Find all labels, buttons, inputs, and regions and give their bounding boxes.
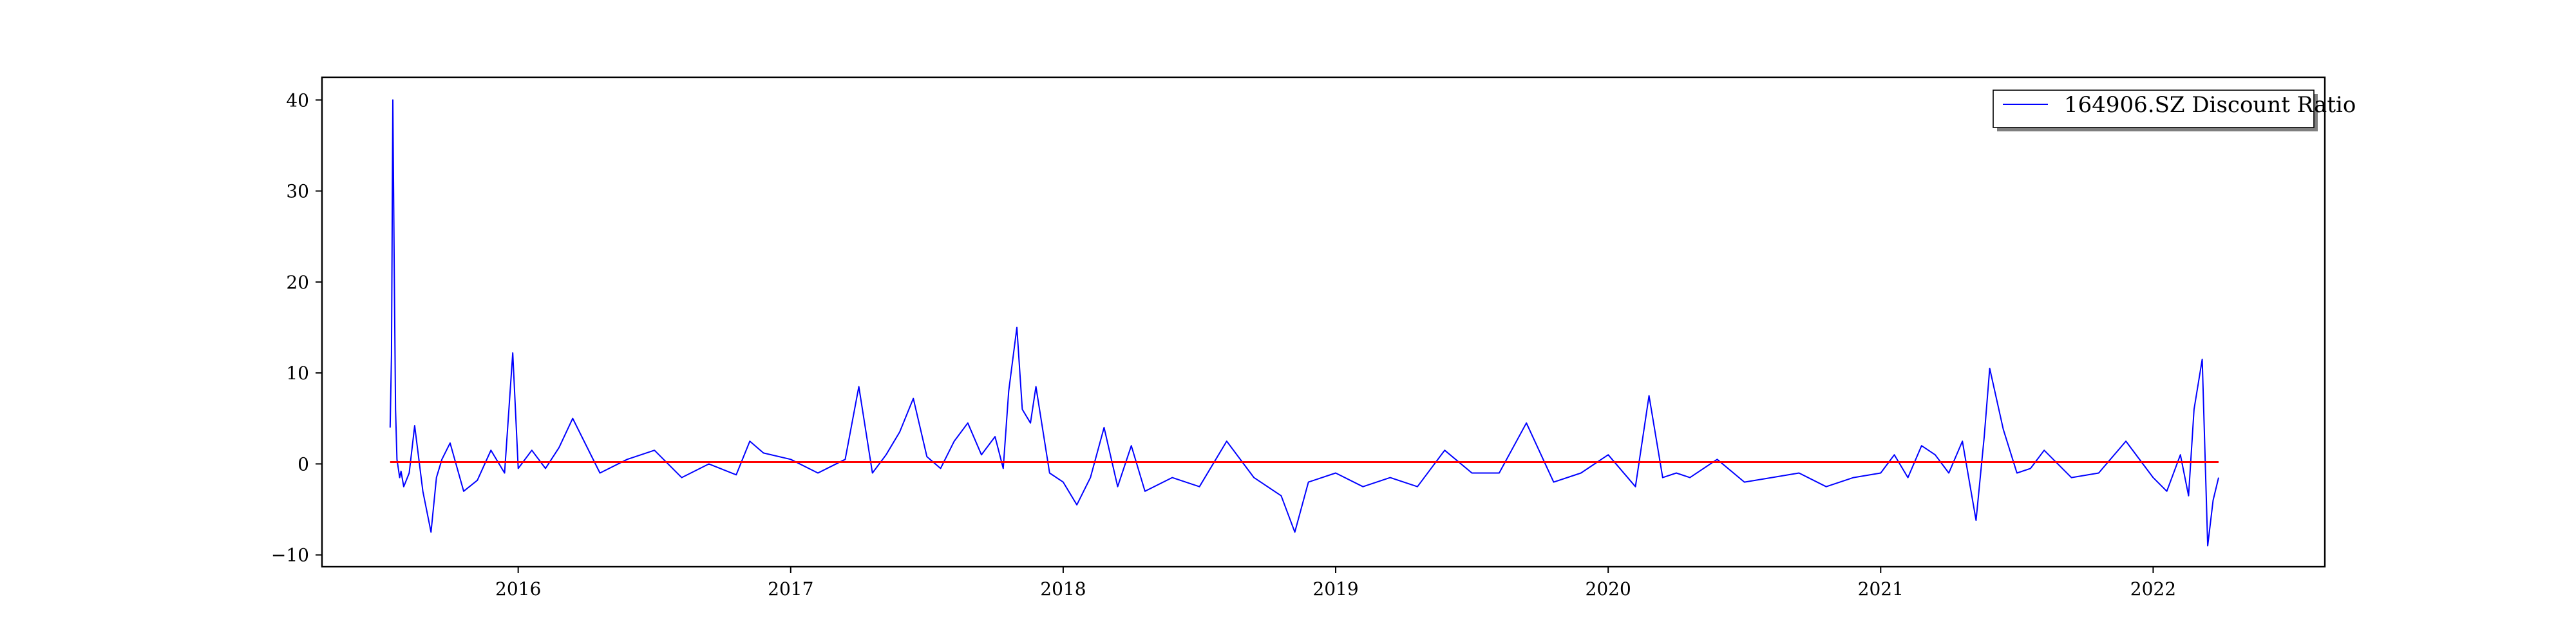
axis-ticks: 2016 2017 2018 2019 2020 2021 2022 −10 0 10 20 30 40 [271, 90, 2176, 600]
y-tick-label: 0 [298, 453, 309, 475]
legend-entry-label: 164906.SZ Discount Ratio [2064, 92, 2356, 118]
x-tick-label: 2019 [1312, 578, 1358, 600]
x-tick-label: 2017 [768, 578, 813, 600]
x-tick-label: 2022 [2130, 578, 2176, 600]
y-tick-label: −10 [271, 545, 309, 566]
y-tick-label: 20 [286, 272, 309, 293]
y-tick-label: 10 [286, 363, 309, 384]
legend: 164906.SZ Discount Ratio [1993, 90, 2356, 131]
y-tick-label: 40 [286, 90, 309, 111]
axes-frame [321, 76, 2326, 568]
x-tick-label: 2016 [495, 578, 541, 600]
x-tick-label: 2021 [1858, 578, 1904, 600]
y-tick-label: 30 [286, 181, 309, 202]
legend-box [1993, 90, 2315, 128]
x-tick-label: 2018 [1040, 578, 1086, 600]
x-tick-label: 2020 [1586, 578, 1631, 600]
plot-area [389, 99, 2219, 547]
